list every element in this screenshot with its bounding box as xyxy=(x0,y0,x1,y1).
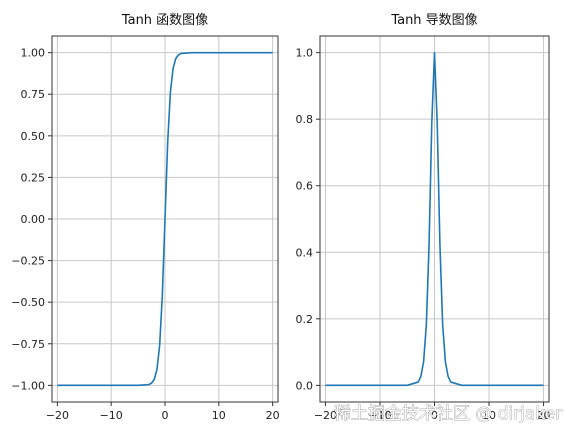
x-tick-label: 20 xyxy=(537,409,551,422)
x-tick-label: −10 xyxy=(368,409,391,422)
x-tick-label: 20 xyxy=(266,409,280,422)
y-tick-label: 0.0 xyxy=(296,379,314,392)
watermark: 稀土掘金技术社区 @ dirjaker xyxy=(334,404,562,424)
y-tick-label: −0.25 xyxy=(11,255,45,268)
y-tick-label: 0.50 xyxy=(21,130,46,143)
x-tick-label: 0 xyxy=(431,409,438,422)
y-tick-label: 0.4 xyxy=(296,246,314,259)
y-tick-label: 0.2 xyxy=(296,313,314,326)
chart-title: Tanh 导数图像 xyxy=(390,13,477,28)
y-tick-label: 0.00 xyxy=(21,213,46,226)
y-tick-label: 0.8 xyxy=(296,113,314,126)
series-line xyxy=(57,51,273,387)
y-tick-label: −1.00 xyxy=(11,379,45,392)
x-tick-label: −10 xyxy=(100,409,123,422)
chart-title: Tanh 函数图像 xyxy=(121,13,208,28)
tanh-derivative-plot: −20 −10 0 10 20 0.0 0.2 0.4 0.6 0.8 1.0 Tanh 导数图像 xyxy=(296,13,551,422)
y-tick-label: 0.75 xyxy=(21,88,46,101)
x-tick-label: 0 xyxy=(162,409,169,422)
y-tick-label: 0.25 xyxy=(21,171,46,184)
y-tick-label: −0.50 xyxy=(11,296,45,309)
tanh-function-plot: −20 −10 0 10 20 −1.00 −0.75 −0.50 −0.25 0.00 0.25 0… xyxy=(11,13,279,422)
series-line xyxy=(325,51,544,387)
y-tick-label: 1.00 xyxy=(21,47,46,60)
y-tick-label: 1.0 xyxy=(296,47,314,60)
x-tick-label: 10 xyxy=(212,409,226,422)
y-tick-label: 0.6 xyxy=(296,180,314,193)
x-tick-label: −20 xyxy=(314,409,337,422)
y-tick-label: −0.75 xyxy=(11,338,45,351)
x-tick-label: −20 xyxy=(46,409,69,422)
x-tick-label: 10 xyxy=(482,409,496,422)
